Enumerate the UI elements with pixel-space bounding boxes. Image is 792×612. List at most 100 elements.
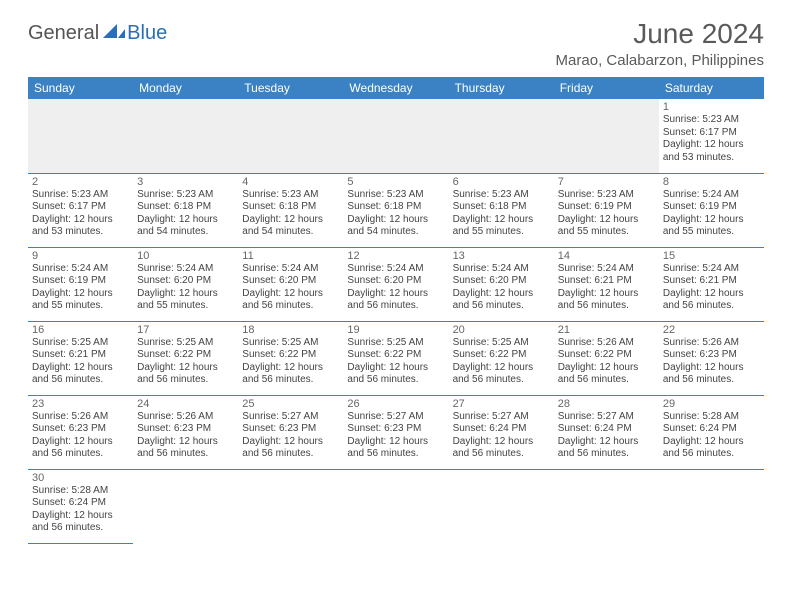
day-number: 22: [663, 324, 760, 336]
daylight-label: Daylight:: [453, 436, 492, 447]
daylight-label: Daylight:: [32, 362, 71, 373]
title-block: June 2024 Marao, Calabarzon, Philippines: [556, 18, 764, 69]
sunset-label: Sunset:: [663, 423, 697, 434]
daylight-label: Daylight:: [663, 362, 702, 373]
sunset-value: 6:21 PM: [69, 349, 106, 360]
day-number: 16: [32, 324, 129, 336]
day-header: Wednesday: [343, 77, 448, 99]
sunrise-value: 5:25 AM: [177, 337, 214, 348]
calendar-row: 30Sunrise: 5:28 AMSunset: 6:24 PMDayligh…: [28, 469, 764, 543]
day-info: Sunrise: 5:23 AMSunset: 6:18 PMDaylight:…: [347, 189, 444, 239]
sunrise-label: Sunrise:: [453, 189, 490, 200]
calendar-cell: 16Sunrise: 5:25 AMSunset: 6:21 PMDayligh…: [28, 321, 133, 395]
sunrise-label: Sunrise:: [242, 263, 279, 274]
sunset-label: Sunset:: [558, 349, 592, 360]
day-info: Sunrise: 5:23 AMSunset: 6:19 PMDaylight:…: [558, 189, 655, 239]
sunrise-value: 5:27 AM: [282, 411, 319, 422]
sunset-label: Sunset:: [453, 423, 487, 434]
calendar-cell: 4Sunrise: 5:23 AMSunset: 6:18 PMDaylight…: [238, 173, 343, 247]
sunrise-value: 5:26 AM: [71, 411, 108, 422]
daylight-label: Daylight:: [137, 362, 176, 373]
day-info: Sunrise: 5:23 AMSunset: 6:18 PMDaylight:…: [453, 189, 550, 239]
day-number: 13: [453, 250, 550, 262]
day-number: 21: [558, 324, 655, 336]
sunrise-label: Sunrise:: [558, 411, 595, 422]
day-info: Sunrise: 5:27 AMSunset: 6:24 PMDaylight:…: [453, 411, 550, 461]
sunrise-label: Sunrise:: [663, 114, 700, 125]
calendar-cell: [449, 469, 554, 543]
sunrise-label: Sunrise:: [242, 189, 279, 200]
day-number: 20: [453, 324, 550, 336]
sunset-label: Sunset:: [137, 349, 171, 360]
sunset-label: Sunset:: [242, 423, 276, 434]
day-number: 30: [32, 472, 129, 484]
day-number: 24: [137, 398, 234, 410]
day-info: Sunrise: 5:25 AMSunset: 6:22 PMDaylight:…: [347, 337, 444, 387]
calendar-cell: 19Sunrise: 5:25 AMSunset: 6:22 PMDayligh…: [343, 321, 448, 395]
sunset-value: 6:23 PM: [384, 423, 421, 434]
sunset-value: 6:17 PM: [69, 201, 106, 212]
sunset-label: Sunset:: [32, 201, 66, 212]
day-info: Sunrise: 5:24 AMSunset: 6:20 PMDaylight:…: [347, 263, 444, 313]
sunrise-label: Sunrise:: [32, 189, 69, 200]
sunrise-label: Sunrise:: [137, 337, 174, 348]
daylight-label: Daylight:: [453, 214, 492, 225]
daylight-label: Daylight:: [32, 436, 71, 447]
sunrise-value: 5:25 AM: [71, 337, 108, 348]
sunrise-label: Sunrise:: [663, 411, 700, 422]
sunset-label: Sunset:: [453, 275, 487, 286]
sunrise-label: Sunrise:: [347, 189, 384, 200]
daylight-label: Daylight:: [663, 288, 702, 299]
daylight-label: Daylight:: [242, 362, 281, 373]
day-info: Sunrise: 5:24 AMSunset: 6:21 PMDaylight:…: [558, 263, 655, 313]
day-number: 1: [663, 101, 760, 113]
sunrise-label: Sunrise:: [453, 263, 490, 274]
sunset-value: 6:24 PM: [594, 423, 631, 434]
sunset-value: 6:24 PM: [69, 497, 106, 508]
daylight-label: Daylight:: [242, 288, 281, 299]
calendar-cell: [238, 99, 343, 173]
sunrise-label: Sunrise:: [558, 337, 595, 348]
day-info: Sunrise: 5:23 AMSunset: 6:18 PMDaylight:…: [242, 189, 339, 239]
day-number: 18: [242, 324, 339, 336]
daylight-label: Daylight:: [347, 288, 386, 299]
day-info: Sunrise: 5:24 AMSunset: 6:19 PMDaylight:…: [32, 263, 129, 313]
calendar-cell: [343, 99, 448, 173]
sunrise-value: 5:23 AM: [71, 189, 108, 200]
sunrise-label: Sunrise:: [558, 189, 595, 200]
calendar-cell: 14Sunrise: 5:24 AMSunset: 6:21 PMDayligh…: [554, 247, 659, 321]
sunrise-label: Sunrise:: [663, 263, 700, 274]
daylight-label: Daylight:: [242, 214, 281, 225]
day-number: 4: [242, 176, 339, 188]
sunrise-value: 5:24 AM: [71, 263, 108, 274]
sunset-value: 6:18 PM: [489, 201, 526, 212]
calendar-row: 1Sunrise: 5:23 AMSunset: 6:17 PMDaylight…: [28, 99, 764, 173]
sunrise-value: 5:27 AM: [597, 411, 634, 422]
daylight-label: Daylight:: [347, 214, 386, 225]
calendar-cell: [554, 99, 659, 173]
sunrise-label: Sunrise:: [137, 189, 174, 200]
day-info: Sunrise: 5:26 AMSunset: 6:23 PMDaylight:…: [32, 411, 129, 461]
sunrise-label: Sunrise:: [32, 263, 69, 274]
day-info: Sunrise: 5:28 AMSunset: 6:24 PMDaylight:…: [32, 485, 129, 535]
sunset-label: Sunset:: [347, 275, 381, 286]
sunrise-value: 5:26 AM: [177, 411, 214, 422]
day-info: Sunrise: 5:24 AMSunset: 6:19 PMDaylight:…: [663, 189, 760, 239]
calendar-cell: 29Sunrise: 5:28 AMSunset: 6:24 PMDayligh…: [659, 395, 764, 469]
sunset-label: Sunset:: [137, 423, 171, 434]
day-number: 15: [663, 250, 760, 262]
sunrise-value: 5:24 AM: [597, 263, 634, 274]
day-number: 12: [347, 250, 444, 262]
sunrise-value: 5:24 AM: [492, 263, 529, 274]
sunset-value: 6:19 PM: [69, 275, 106, 286]
sunrise-value: 5:25 AM: [387, 337, 424, 348]
calendar-cell: 23Sunrise: 5:26 AMSunset: 6:23 PMDayligh…: [28, 395, 133, 469]
sunset-value: 6:23 PM: [700, 349, 737, 360]
sunset-value: 6:22 PM: [279, 349, 316, 360]
sunset-value: 6:23 PM: [69, 423, 106, 434]
day-header: Monday: [133, 77, 238, 99]
calendar-cell: 22Sunrise: 5:26 AMSunset: 6:23 PMDayligh…: [659, 321, 764, 395]
day-number: 25: [242, 398, 339, 410]
sunset-label: Sunset:: [32, 349, 66, 360]
sunrise-value: 5:28 AM: [702, 411, 739, 422]
